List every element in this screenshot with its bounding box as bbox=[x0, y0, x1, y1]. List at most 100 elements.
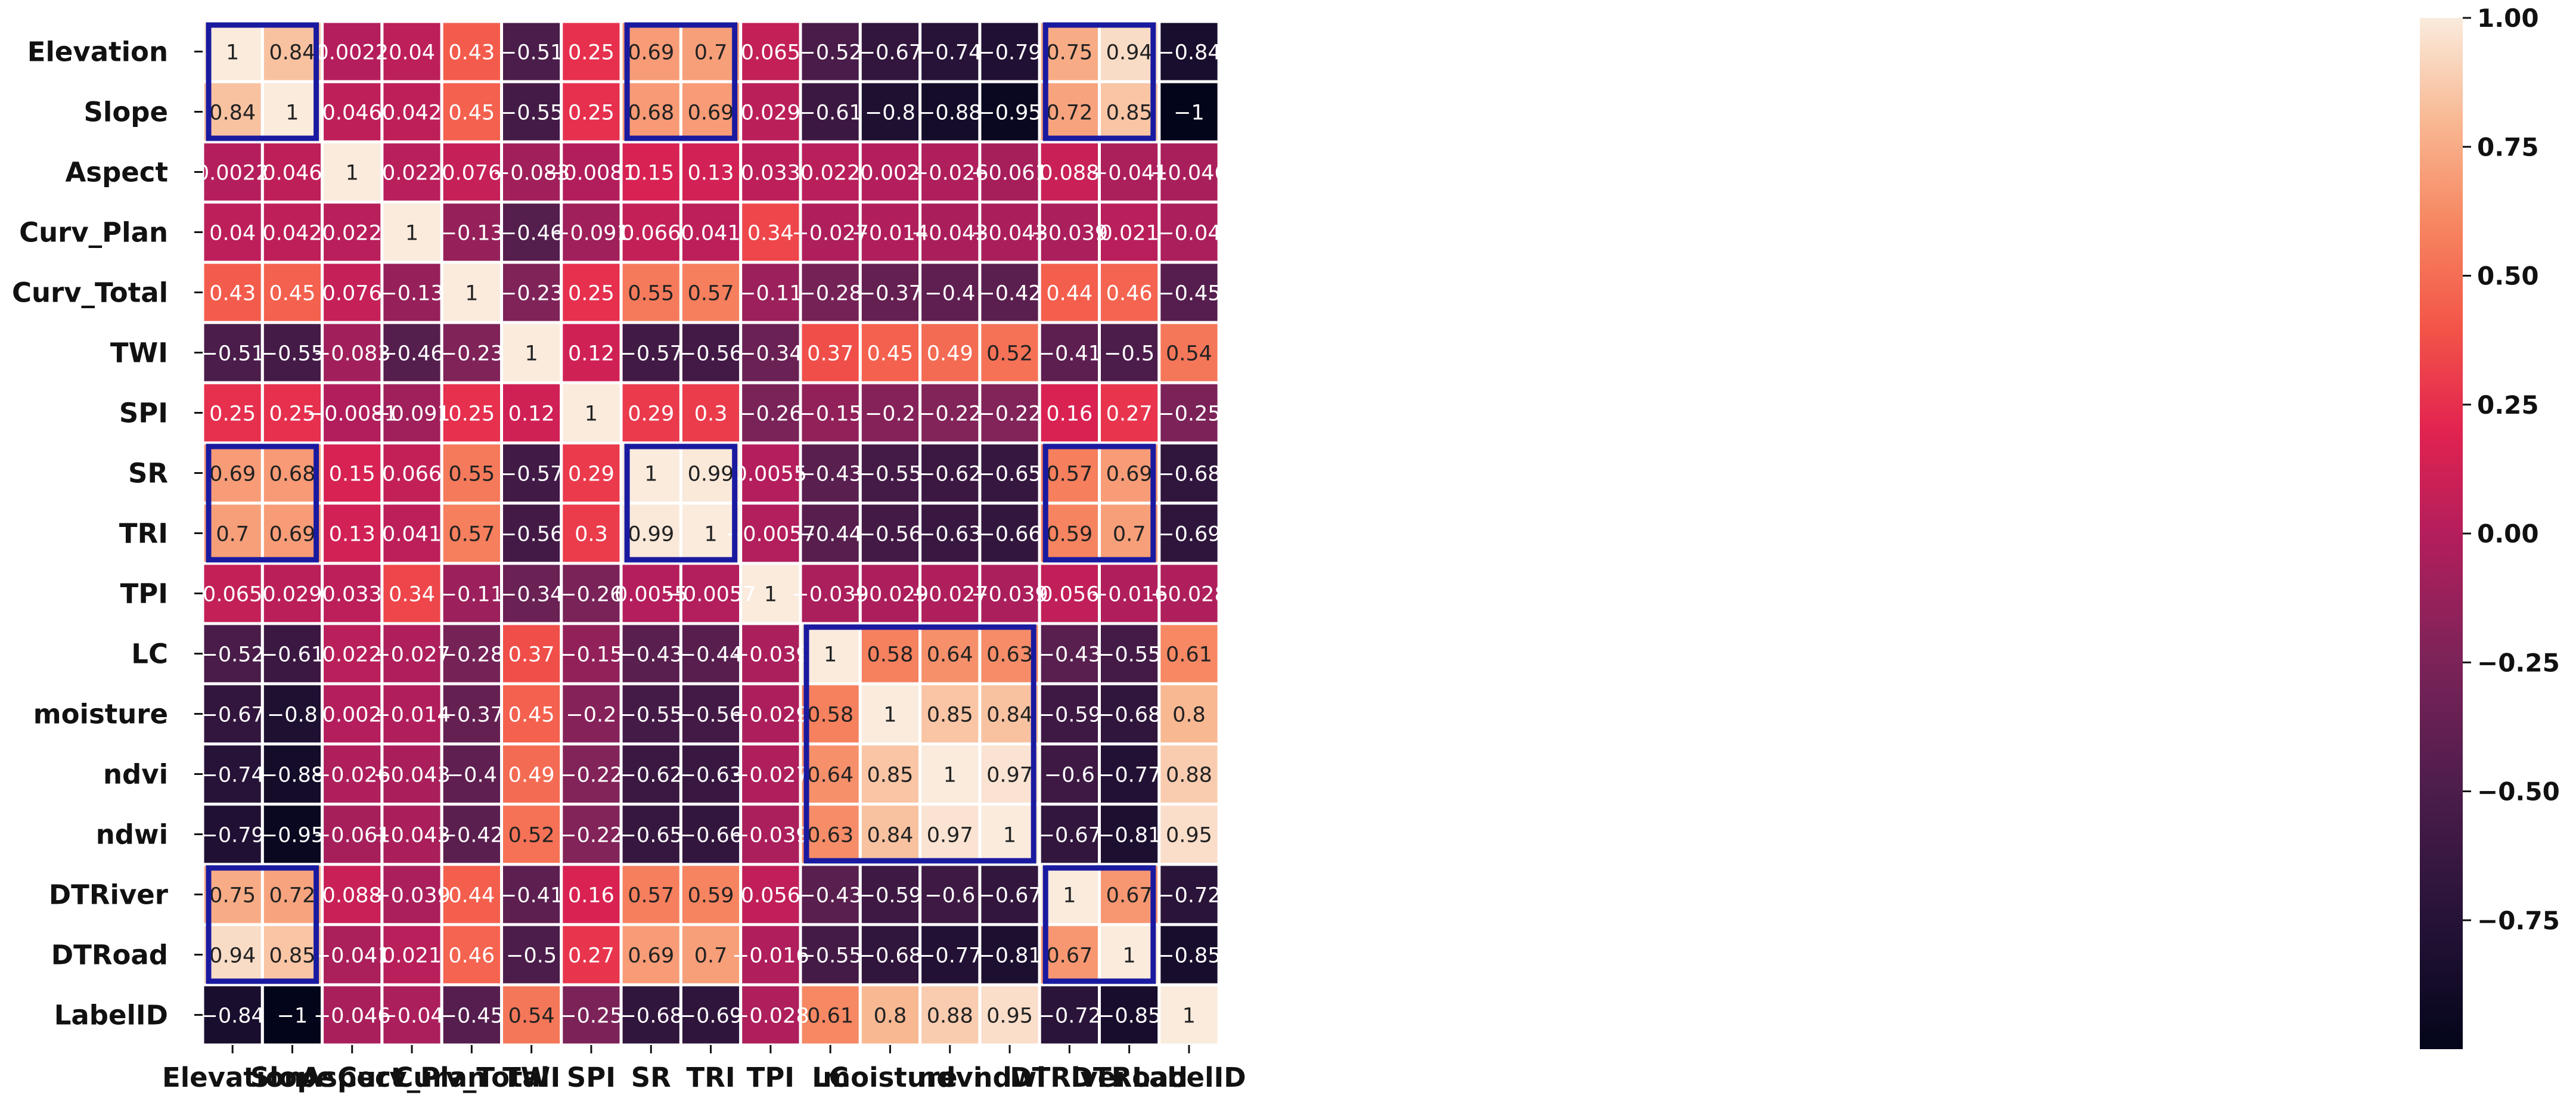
cell-value: −0.22 bbox=[977, 402, 1041, 426]
highlight-box bbox=[624, 444, 738, 563]
heatmap-cell bbox=[260, 682, 324, 746]
cell-value: 0.99 bbox=[688, 463, 734, 486]
cell-value: −0.67 bbox=[201, 703, 265, 727]
heatmap-cell bbox=[1038, 742, 1101, 806]
heatmap-cell bbox=[1157, 200, 1221, 264]
cell-value: −0.8 bbox=[267, 703, 318, 727]
heatmap-cell bbox=[560, 682, 623, 746]
cell-value: 0.27 bbox=[568, 944, 614, 968]
y-tick-label: TPI bbox=[120, 578, 168, 610]
heatmap-cell bbox=[1157, 863, 1221, 926]
cell-value: 0.69 bbox=[209, 463, 256, 486]
cell-value: 0.54 bbox=[1166, 342, 1212, 366]
cell-value: −0.043 bbox=[373, 764, 451, 787]
cell-value: −0.55 bbox=[799, 944, 862, 968]
heatmap-cell bbox=[619, 923, 682, 987]
cell-value: 0.54 bbox=[508, 1004, 555, 1028]
heatmap-cell bbox=[858, 983, 922, 1047]
cell-value: 0.046 bbox=[322, 101, 382, 125]
cell-value: −0.51 bbox=[201, 342, 265, 366]
cell-value: −0.029 bbox=[852, 583, 929, 607]
heatmap-cell bbox=[1038, 682, 1101, 746]
cell-value: −0.66 bbox=[977, 523, 1041, 547]
cell-value: −0.027 bbox=[792, 222, 869, 246]
cell-value: 0.49 bbox=[927, 342, 973, 366]
cell-value: 1 bbox=[704, 523, 717, 547]
heatmap-cell bbox=[858, 622, 922, 686]
cell-value: −0.091 bbox=[553, 222, 630, 246]
heatmap-cell bbox=[619, 381, 682, 445]
highlight-box bbox=[803, 624, 1036, 864]
heatmap-cell bbox=[978, 80, 1041, 144]
heatmap-cell bbox=[739, 261, 802, 324]
heatmap-cell bbox=[321, 140, 384, 204]
cell-value: −0.41 bbox=[499, 884, 563, 908]
cell-value: 0.27 bbox=[1106, 402, 1153, 426]
cell-value: −0.74 bbox=[201, 764, 265, 787]
cell-value: 0.25 bbox=[209, 402, 256, 426]
cell-value: 1 bbox=[1003, 824, 1016, 848]
cell-value: −0.42 bbox=[440, 824, 504, 848]
cell-value: 0.45 bbox=[508, 703, 555, 727]
heatmap-cell bbox=[260, 80, 324, 144]
heatmap-cell bbox=[619, 200, 682, 264]
cell-value: −0.84 bbox=[201, 1004, 265, 1028]
heatmap-cell bbox=[1098, 983, 1161, 1047]
cell-value: −0.55 bbox=[858, 463, 922, 486]
heatmap-cell bbox=[918, 742, 982, 806]
cell-value: −0.046 bbox=[1150, 162, 1228, 185]
cell-value: 1 bbox=[226, 41, 239, 65]
heatmap-cell bbox=[1157, 261, 1221, 324]
cell-value: 0.046 bbox=[262, 162, 322, 185]
cell-value: 0.49 bbox=[508, 764, 555, 787]
cell-value: −0.42 bbox=[977, 282, 1041, 306]
cell-value: −0.59 bbox=[858, 884, 922, 908]
heatmap-cell bbox=[1157, 20, 1221, 83]
cell-value: 0.033 bbox=[741, 162, 800, 185]
cell-value: −0.61 bbox=[260, 643, 324, 667]
highlight-box bbox=[206, 22, 319, 141]
cell-value: −0.4 bbox=[924, 282, 975, 306]
cell-value: −0.039 bbox=[971, 583, 1048, 607]
y-tick-label: Curv_Plan bbox=[19, 217, 168, 249]
cell-value: −0.45 bbox=[440, 1004, 504, 1028]
cell-value: 0.7 bbox=[1113, 523, 1146, 547]
heatmap-cell bbox=[260, 742, 324, 806]
cell-value: 0.7 bbox=[694, 41, 728, 65]
cell-value: 1 bbox=[525, 342, 538, 366]
cell-value: 0.088 bbox=[322, 884, 382, 908]
cell-value: −0.014 bbox=[373, 703, 451, 727]
highlight-boxes bbox=[206, 22, 1156, 984]
y-tick-label: LC bbox=[131, 638, 168, 670]
x-tick-label: moisture bbox=[823, 1062, 957, 1093]
heatmap-cell bbox=[918, 441, 982, 505]
cell-value: −0.083 bbox=[493, 162, 570, 185]
cell-value: −0.23 bbox=[440, 342, 504, 366]
heatmap-cell bbox=[380, 261, 443, 324]
y-tick-label: DTRiver bbox=[49, 879, 169, 911]
cell-value: 0.72 bbox=[1046, 101, 1093, 125]
cell-value: 0.85 bbox=[867, 764, 913, 787]
cell-value: −0.0057 bbox=[725, 523, 816, 547]
heatmap-cell bbox=[799, 261, 862, 324]
heatmap-cell bbox=[321, 983, 384, 1047]
cell-value: 0.67 bbox=[1106, 884, 1153, 908]
cell-value: 0.042 bbox=[262, 222, 322, 246]
cell-value: 0.88 bbox=[927, 1004, 973, 1028]
cell-value: −0.26 bbox=[559, 583, 623, 607]
heatmap-cell bbox=[739, 923, 802, 987]
cell-value: 0.94 bbox=[209, 944, 256, 968]
cell-value: −0.72 bbox=[1157, 884, 1221, 908]
heatmap-cell bbox=[380, 742, 443, 806]
colorbar-tick-label: 0.75 bbox=[2477, 132, 2539, 162]
heatmap-cell bbox=[500, 983, 563, 1047]
heatmap-cell bbox=[500, 501, 563, 565]
cell-value: 0.12 bbox=[508, 402, 555, 426]
cell-value: −0.57 bbox=[499, 463, 563, 486]
cell-value: −0.2 bbox=[566, 703, 616, 727]
cell-value: −0.68 bbox=[1097, 703, 1161, 727]
heatmap-cell bbox=[679, 441, 743, 505]
cell-value: 0.75 bbox=[1046, 41, 1093, 65]
cell-value: 0.94 bbox=[1106, 41, 1153, 65]
cell-value: 0.57 bbox=[628, 884, 674, 908]
